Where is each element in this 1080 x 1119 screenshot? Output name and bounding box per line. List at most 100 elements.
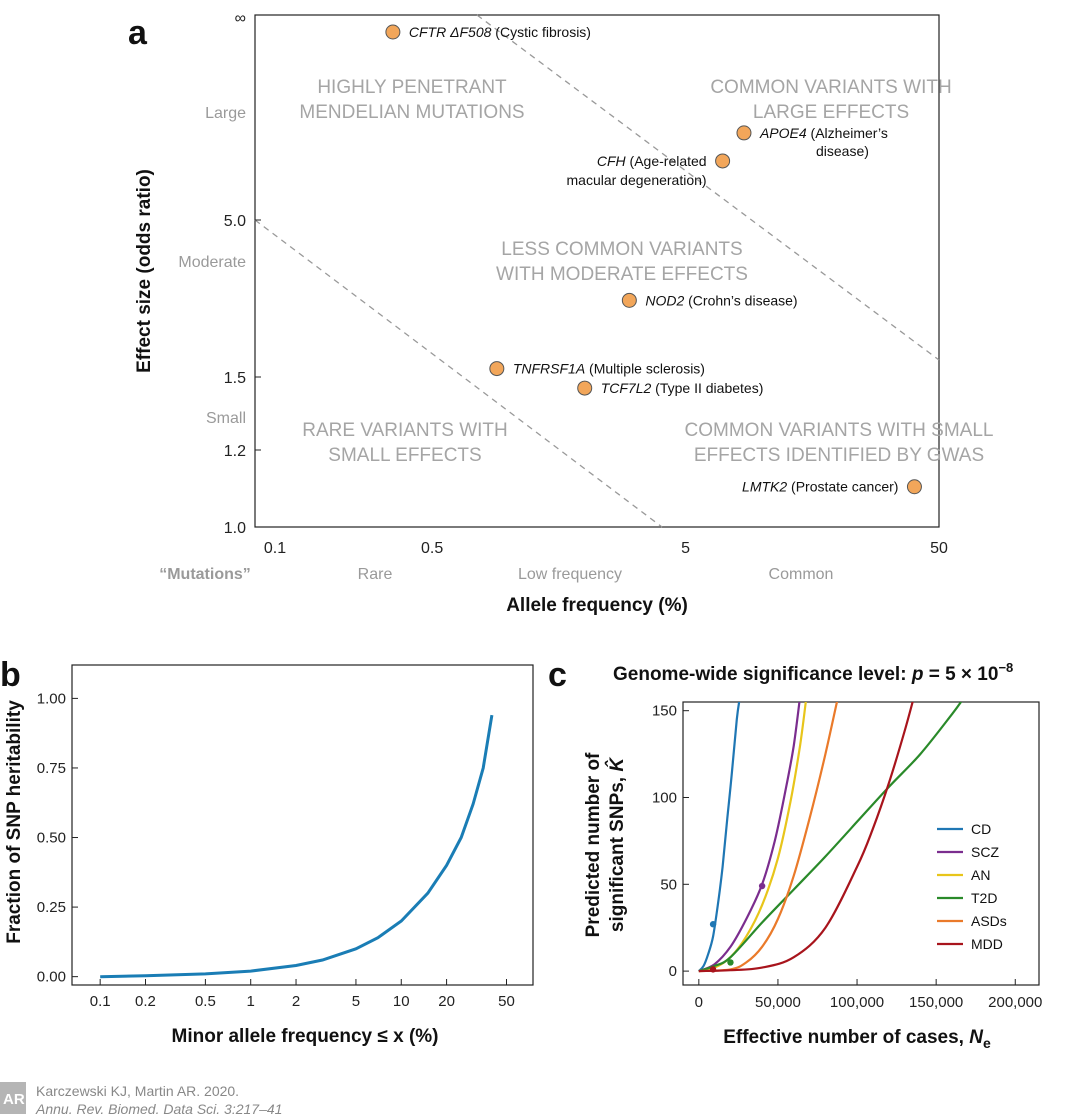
panel-a-data-point (736, 125, 752, 141)
panel-a-region-label: WITH MODERATE EFFECTS (496, 264, 748, 285)
gene-name: APOE4 (759, 125, 807, 141)
gene-name: TCF7L2 (601, 380, 652, 396)
boundary-line-lower (254, 219, 663, 528)
panel-c-series-line-asds (698, 702, 839, 973)
citation: AR Karczewski KJ, Martin AR. 2020. Annu.… (0, 1082, 282, 1117)
panel-a-x-category-label: Low frequency (518, 566, 622, 583)
panel-a-x-axis-title: Allele frequency (%) (506, 595, 688, 616)
panel-c-x-axis-title: Effective number of cases, Ne (723, 1027, 991, 1051)
disease-name: (Prostate cancer) (787, 479, 898, 495)
disease-name: (Crohn’s disease) (684, 292, 797, 308)
panel-c-x-axis-title-text: Effective number of cases, (723, 1027, 969, 1048)
panel-c-y-tick-label: 0 (669, 963, 677, 980)
citation-journal: Annu. Rev. Biomed. Data Sci. 3:217–41 (35, 1101, 282, 1117)
panel-c-series-marker-scz (758, 882, 766, 890)
panel-c-y-tick-label: 50 (660, 876, 677, 893)
panel-a-region-label: HIGHLY PENETRANT (317, 77, 507, 98)
panel-b-y-tick-label: 0.00 (37, 969, 66, 986)
panel-c-y-axis-symbol: K̂ (606, 757, 628, 772)
panel-a-data-point (385, 24, 401, 40)
gene-name: TNFRSF1A (513, 361, 585, 377)
panel-b-x-tick-label: 10 (393, 993, 410, 1010)
panel-a-data-point (489, 361, 505, 377)
disease-name: (Multiple sclerosis) (585, 361, 705, 377)
panel-a-x-tick-label: 50 (930, 540, 948, 557)
panel-c-x-tick-label: 150,000 (909, 994, 963, 1011)
legend-label: T2D (971, 890, 997, 906)
panel-c-series-line-mdd (698, 702, 914, 973)
panel-c-x-tick-label: 100,000 (830, 994, 884, 1011)
panel-a-point-label: CFTR ΔF508 (Cystic fibrosis) (409, 24, 591, 40)
panel-b-x-tick-label: 50 (498, 993, 515, 1010)
publisher-logo-text: AR (3, 1091, 25, 1108)
panel-b-y-tick-label: 0.75 (37, 760, 66, 777)
panel-a-y-tick-label: 1.0 (224, 520, 246, 537)
panel-b-x-tick-label: 0.5 (195, 993, 216, 1010)
gene-name: NOD2 (645, 292, 684, 308)
panel-b-letter: b (0, 656, 21, 694)
panel-b-y-tick-label: 0.25 (37, 899, 66, 916)
panel-a-point-label: TNFRSF1A (Multiple sclerosis) (513, 361, 705, 377)
panel-a-data-point (577, 380, 593, 396)
panel-c-y-axis-title-line2-text: significant SNPs, (607, 772, 628, 932)
panel-c-title-text: Genome-wide significance level: (613, 664, 912, 685)
panel-a-data-point (621, 292, 637, 308)
panel-b-x-tick-label: 5 (352, 993, 360, 1010)
panel-c-frame (682, 701, 1040, 986)
panel-c-series-marker-cd (709, 921, 717, 928)
panel-a-region-label: COMMON VARIANTS WITH SMALL (685, 420, 994, 441)
boundary-line-upper (476, 14, 940, 361)
panel-a-y-tick-label: ∞ (235, 10, 246, 27)
disease-name: (Type II diabetes) (651, 380, 763, 396)
panel-b-heritability-curve (100, 714, 494, 979)
disease-name: (Age-related (626, 153, 707, 169)
panel-a-region-label: MENDELIAN MUTATIONS (299, 102, 524, 123)
panel-a-x-tick-label: 5 (681, 540, 690, 557)
panel-c: Genome-wide significance level: p = 5 × … (583, 660, 1042, 1051)
panel-c-series-marker-mdd (709, 966, 717, 973)
panel-a: HIGHLY PENETRANT MENDELIAN MUTATIONS COMMO… (134, 10, 993, 616)
panel-a-frame (254, 14, 940, 528)
legend-label: ASDs (971, 913, 1007, 929)
legend-label: MDD (971, 936, 1003, 952)
panel-a-x-category-label: Common (769, 566, 834, 583)
panel-a-region-label: RARE VARIANTS WITH (302, 420, 508, 441)
panel-a-y-tick-label: 5.0 (224, 213, 246, 230)
legend-label: CD (971, 821, 991, 837)
gene-name: CFTR ΔF508 (409, 24, 492, 40)
disease-name: (Cystic fibrosis) (491, 24, 591, 40)
disease-name: (Alzheimer’s (807, 125, 888, 141)
panel-a-x-category-label: “Mutations” (159, 566, 251, 583)
panel-c-y-tick-label: 150 (652, 703, 677, 720)
panel-a-point-label: CFH (Age-related (597, 153, 707, 169)
gene-name: CFH (597, 153, 627, 169)
panel-a-y-tick-label: 1.2 (224, 443, 246, 460)
panel-a-data-point (715, 153, 731, 169)
panel-c-y-axis-title-line2: significant SNPs, K̂ (606, 757, 628, 932)
panel-c-title-exponent: −8 (998, 660, 1013, 675)
publisher-logo (0, 1082, 26, 1114)
panel-c-title-value: = 5 × 10 (923, 664, 998, 685)
legend-label: AN (971, 867, 990, 883)
panel-c-letter: c (548, 656, 567, 694)
panel-b-x-axis-title: Minor allele frequency ≤ x (%) (172, 1026, 439, 1047)
panel-a-region-label: SMALL EFFECTS (328, 445, 481, 466)
panel-b-y-tick-label: 1.00 (37, 690, 66, 707)
panel-a-x-tick-label: 0.1 (264, 540, 286, 557)
panel-a-point-label-line2: disease) (816, 143, 869, 159)
panel-b-x-tick-label: 0.1 (90, 993, 111, 1010)
panel-b-frame (71, 664, 534, 986)
panel-b-x-tick-label: 0.2 (135, 993, 156, 1010)
panel-a-region-label: EFFECTS IDENTIFIED BY GWAS (694, 445, 984, 466)
panel-c-x-axis-subscript: e (983, 1035, 991, 1051)
panel-a-y-category-label: Small (206, 410, 246, 427)
panel-a-y-tick-label: 1.5 (224, 370, 246, 387)
panel-a-y-category-label: Moderate (178, 254, 246, 271)
panel-b-y-tick-label: 0.50 (37, 830, 66, 847)
panel-b: 0.1 0.2 0.5 1 2 5 10 20 50 0.00 0.25 0.50 0.75 1.00 M… (4, 664, 534, 1047)
panel-a-region-label: LARGE EFFECTS (753, 102, 909, 123)
panel-c-x-tick-label: 200,000 (988, 994, 1042, 1011)
panel-c-series-line-t2d (698, 702, 963, 973)
panel-a-region-label: LESS COMMON VARIANTS (501, 239, 742, 260)
panel-a-x-tick-label: 0.5 (421, 540, 443, 557)
